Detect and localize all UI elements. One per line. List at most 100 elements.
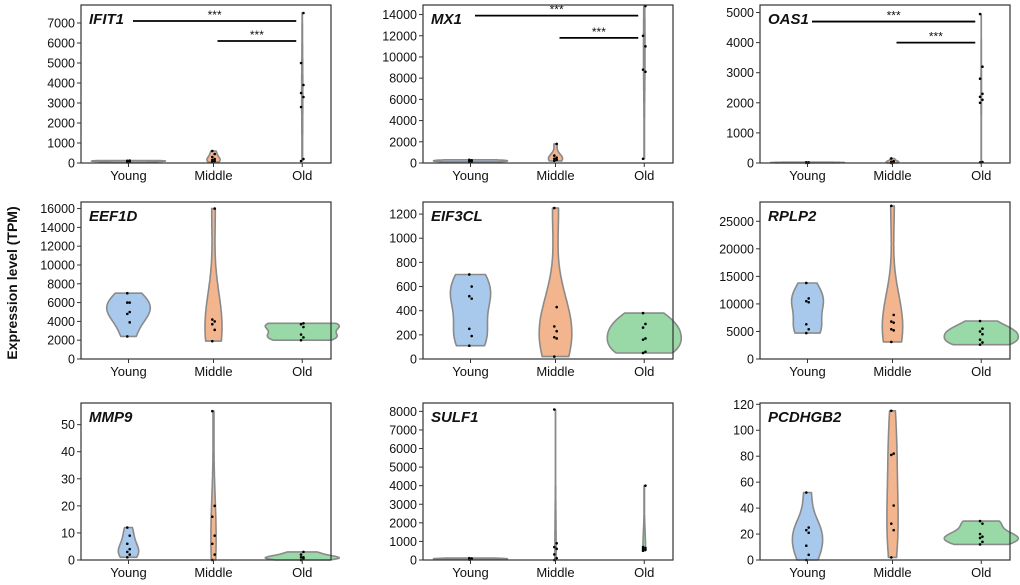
- data-point-old: [981, 540, 984, 544]
- y-tick-label: 5000: [726, 325, 754, 339]
- data-point-young: [126, 301, 129, 304]
- y-tick-label: 0: [747, 157, 754, 171]
- data-point-old: [302, 83, 305, 87]
- violin-young: [117, 526, 140, 559]
- data-point-middle: [213, 534, 216, 537]
- significance-label: ***: [592, 25, 606, 39]
- violin-old: [943, 520, 1020, 546]
- data-point-middle: [211, 155, 214, 159]
- data-point-young: [128, 547, 131, 551]
- data-point-middle: [553, 159, 556, 163]
- data-point-old: [978, 12, 982, 16]
- data-point-old: [644, 350, 647, 354]
- y-tick-label: 30: [61, 472, 75, 486]
- data-point-young: [468, 294, 471, 298]
- data-point-middle: [553, 408, 556, 411]
- data-point-young: [126, 159, 129, 163]
- data-point-middle: [211, 409, 214, 413]
- data-point-middle: [892, 329, 895, 332]
- data-point-old: [641, 311, 645, 315]
- data-point-old: [302, 336, 305, 339]
- y-tick-label: 60: [740, 476, 754, 490]
- data-point-middle: [553, 206, 556, 210]
- data-point-young: [807, 531, 810, 535]
- y-tick-label: 400: [396, 304, 417, 318]
- violin-old: [300, 12, 304, 162]
- y-tick-label: 4000: [47, 315, 75, 329]
- data-point-young: [805, 491, 808, 494]
- x-tick-label: Young: [110, 168, 146, 183]
- data-point-middle: [892, 321, 895, 324]
- violin-middle: [886, 409, 899, 559]
- data-point-young: [468, 556, 471, 560]
- data-point-young: [128, 534, 131, 537]
- significance-label: ***: [208, 8, 222, 22]
- y-tick-label: 8000: [389, 72, 417, 86]
- y-tick-label: 5000: [726, 6, 754, 20]
- data-point-middle: [211, 158, 214, 162]
- data-point-middle: [553, 157, 556, 161]
- x-tick-label: Middle: [873, 364, 911, 379]
- data-point-middle: [213, 504, 216, 508]
- data-point-young: [805, 528, 808, 532]
- axes-frame: [80, 201, 332, 360]
- axes-frame: [80, 4, 332, 164]
- data-point-old: [644, 484, 647, 487]
- data-point-old: [978, 536, 982, 540]
- data-point-middle: [555, 541, 558, 545]
- y-tick-label: 3000: [47, 97, 75, 111]
- violin-middle: [554, 408, 557, 561]
- data-point-young: [807, 526, 810, 529]
- y-tick-label: 8000: [47, 277, 75, 291]
- x-tick-label: Old: [292, 168, 312, 183]
- data-point-old: [302, 550, 305, 554]
- panel-rplp2: Young Middle Old 0 5000 10000 15000 20000 25000 R…: [719, 201, 1020, 379]
- data-point-middle: [211, 318, 214, 321]
- data-point-old: [302, 321, 305, 325]
- gene-title: OAS1: [768, 11, 809, 28]
- data-point-young: [805, 322, 808, 326]
- violin-old: [980, 13, 983, 164]
- data-point-young: [126, 335, 129, 338]
- data-point-middle: [890, 327, 893, 331]
- y-tick-label: 10000: [719, 297, 754, 311]
- violin-old: [606, 312, 683, 354]
- y-tick-label: 2000: [726, 96, 754, 110]
- data-point-young: [126, 291, 129, 295]
- panel-mx1: Young Middle Old 0 2000 4000 6000 8000 10000 1200…: [382, 3, 674, 183]
- x-tick-label: Young: [110, 565, 146, 580]
- y-tick-label: 0: [410, 554, 417, 568]
- axes-frame: [759, 4, 1011, 164]
- x-tick-label: Middle: [873, 565, 911, 580]
- data-point-young: [805, 544, 808, 548]
- data-point-old: [978, 319, 982, 323]
- data-point-old: [981, 98, 984, 102]
- data-point-middle: [890, 204, 893, 208]
- gene-title: EEF1D: [89, 208, 138, 225]
- data-point-old: [641, 547, 645, 551]
- y-tick-label: 20: [61, 499, 75, 513]
- y-tick-label: 0: [410, 157, 417, 171]
- x-tick-label: Middle: [194, 565, 232, 580]
- data-point-middle: [553, 553, 556, 556]
- violin-young: [790, 282, 825, 334]
- data-point-middle: [553, 154, 556, 157]
- data-point-young: [470, 159, 474, 162]
- data-point-old: [302, 11, 305, 15]
- y-tick-label: 1000: [389, 232, 417, 246]
- significance-label: ***: [550, 3, 564, 17]
- data-point-middle: [213, 320, 216, 323]
- data-point-middle: [555, 305, 558, 309]
- data-point-middle: [553, 355, 556, 358]
- y-tick-label: 14000: [40, 221, 75, 235]
- y-tick-label: 0: [68, 554, 75, 568]
- x-tick-label: Old: [634, 364, 654, 379]
- significance-label: ***: [929, 30, 943, 44]
- y-tick-label: 80: [740, 450, 754, 464]
- y-tick-label: 6000: [389, 93, 417, 107]
- data-point-middle: [213, 553, 216, 556]
- data-point-middle: [211, 515, 214, 518]
- violin-old: [943, 320, 1020, 346]
- data-point-middle: [211, 542, 214, 546]
